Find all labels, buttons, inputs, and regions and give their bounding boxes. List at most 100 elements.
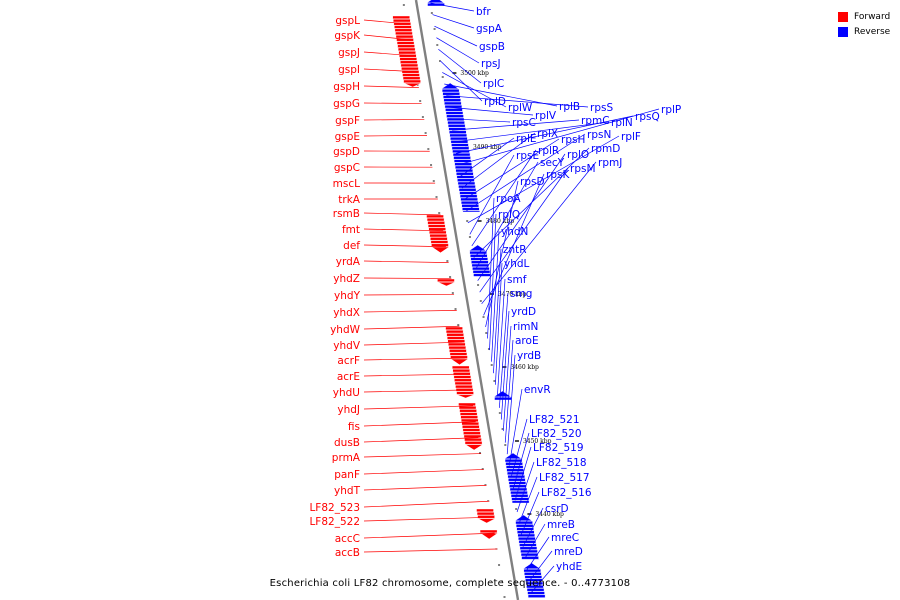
reverse-leader-line [489,213,497,351]
forward-gene-block [459,412,478,416]
reverse-gene-label: rpsJ [481,58,501,70]
forward-gene-block [430,240,449,244]
forward-gene-label: yhdY [334,290,361,302]
forward-gene-block [464,441,483,445]
forward-gene-block [453,375,472,379]
reverse-gene-block [510,494,529,498]
reverse-gene-label: rpsM [570,163,596,175]
reverse-leader-line [520,491,540,536]
reverse-gene-block [519,543,537,547]
reverse-gene-label: LF82_517 [539,472,590,484]
ruler-tick-label: 3490 kbp [473,144,502,151]
forward-leader-line [363,341,463,346]
reverse-gene-block [461,204,479,208]
reverse-gene-block [514,514,533,521]
forward-gene-block [476,508,494,512]
reverse-gene-block [445,108,463,112]
reverse-gene-block [442,92,460,96]
forward-gene-label: gspD [333,146,360,158]
reverse-gene-label: rpsQ [635,111,660,123]
forward-gene-label: LF82_522 [309,516,360,528]
reverse-gene-block [515,521,533,525]
forward-gene-block [448,342,466,346]
reverse-leader-line [485,180,519,327]
reverse-leader-line [450,118,511,123]
forward-gene-label: panF [334,469,360,481]
forward-leader-line [363,260,449,263]
reverse-leader-line [495,262,503,385]
reverse-gene-block [471,263,490,267]
reverse-gene-label: mreC [551,532,579,544]
reverse-gene-block [447,124,466,128]
forward-gene-label: gspF [335,115,360,127]
forward-gene-block [431,243,449,247]
forward-gene-block [394,28,413,32]
reverse-gene-block [524,575,543,579]
reverse-gene-block [451,143,469,147]
forward-gene-block [450,358,469,366]
forward-gene-label: dusB [334,437,360,449]
reverse-gene-block [426,0,445,3]
forward-gene-label: yhdV [333,340,361,352]
forward-gene-block [401,66,419,71]
reverse-leader-line [463,138,560,200]
forward-gene-block [459,409,477,413]
forward-gene-block [463,431,481,435]
reverse-gene-block [458,188,477,192]
reverse-gene-label: rplE [516,133,537,145]
forward-leader-line [363,277,452,279]
reverse-leader-line [448,106,534,116]
chromosome-backbone [414,0,520,600]
reverse-gene-block [511,497,529,501]
forward-gene-block [452,365,470,369]
forward-leader-line [363,310,457,313]
forward-leader-line [363,469,484,475]
legend-reverse-label: Reverse [854,26,891,37]
forward-gene-label: gspE [335,131,360,143]
forward-gene-label: yhdU [333,387,360,399]
forward-gene-label: accB [335,547,360,559]
reverse-gene-block [470,257,488,261]
reverse-gene-block [458,184,476,189]
reverse-gene-block [459,191,477,195]
reverse-gene-block [460,197,478,202]
forward-gene-block [464,444,484,451]
forward-gene-block [437,278,455,282]
reverse-gene-block [450,136,468,141]
forward-gene-block [402,73,420,77]
reverse-gene-label: LF82_516 [541,487,592,499]
forward-gene-block [393,19,411,23]
legend-reverse: Reverse [838,24,890,39]
reverse-leader-line [497,278,506,397]
reverse-leader-line [457,108,660,166]
forward-gene-block [392,15,410,19]
reverse-gene-block [455,168,473,173]
reverse-gene-label: rplX [537,128,558,140]
reverse-gene-label: yhdL [504,258,530,270]
reverse-gene-block [456,172,474,176]
reverse-gene-block [440,82,460,90]
reverse-leader-line [469,154,515,235]
reverse-gene-label: aroE [515,335,539,347]
reverse-gene-label: rplC [483,78,504,90]
reverse-leader-line [438,49,482,84]
forward-gene-block [479,529,498,533]
forward-gene-block [478,518,496,524]
reverse-leader-line [471,149,537,247]
forward-gene-label: gspH [333,81,360,93]
forward-gene-block [429,233,448,238]
reverse-leader-line [475,161,539,270]
forward-gene-block [454,378,472,382]
reverse-leader-line [522,507,544,547]
reverse-gene-label: rpsE [516,150,539,162]
reverse-gene-label: rpsH [561,134,585,146]
forward-leader-line [363,405,473,410]
forward-gene-label: fmt [342,224,360,236]
forward-gene-block [395,35,414,39]
forward-gene-block [463,434,482,438]
reverse-leader-line [518,476,538,524]
forward-gene-label: acrF [337,355,360,367]
forward-gene-label: yrdA [336,256,361,268]
reverse-gene-label: gspA [476,23,503,35]
reverse-gene-block [508,481,527,485]
